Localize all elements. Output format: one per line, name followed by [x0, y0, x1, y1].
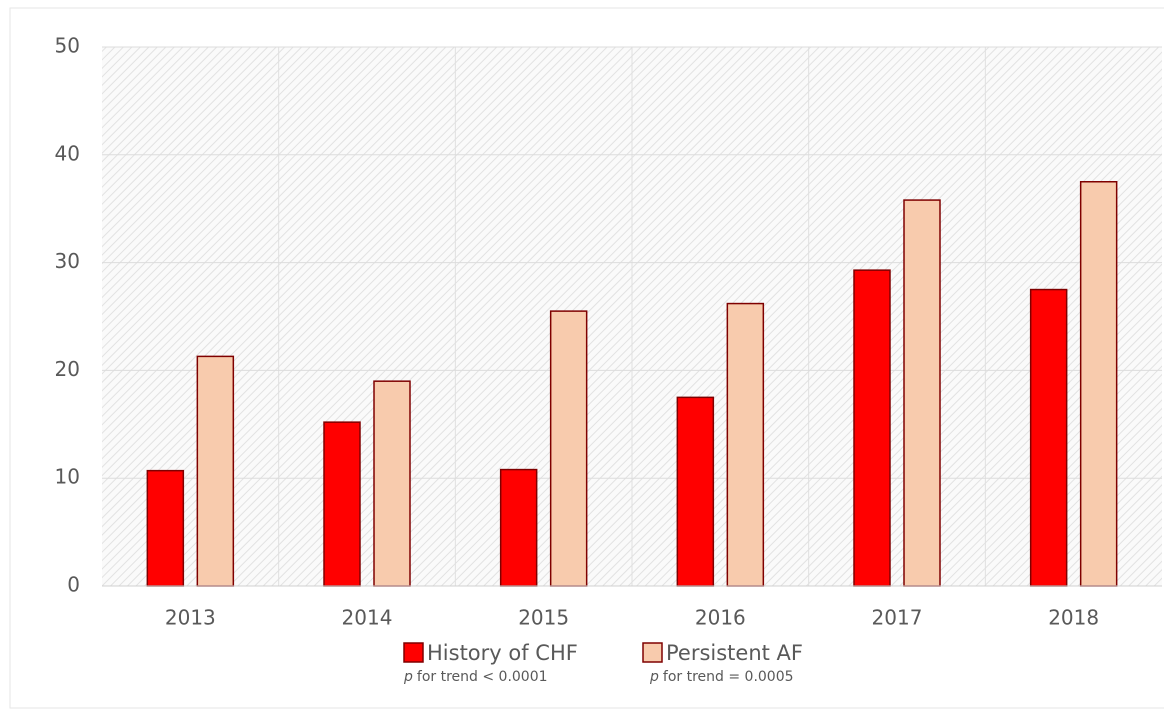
bar [499, 468, 538, 587]
x-tick-label: 2017 [872, 606, 923, 630]
bar [726, 302, 765, 587]
chart-border [9, 7, 1164, 709]
x-tick-label: 2013 [165, 606, 216, 630]
legend-label: Persistent AF [666, 641, 803, 665]
bar [903, 199, 941, 587]
legend-swatch [642, 642, 663, 663]
bar [1029, 288, 1068, 587]
y-tick-label: 10 [55, 465, 80, 489]
y-tick-label: 30 [55, 249, 80, 273]
annotation: p for trend < 0.0001 [403, 669, 548, 685]
annotation-text: for trend < 0.0001 [417, 669, 548, 685]
bar [853, 269, 891, 587]
legend-swatch [403, 642, 424, 663]
bar [323, 421, 361, 587]
x-tick-label: 2015 [518, 606, 569, 630]
annotation-italic: p [403, 669, 413, 685]
bar [373, 380, 411, 587]
bar [676, 396, 715, 587]
y-tick-label: 50 [55, 34, 80, 58]
bar [146, 469, 185, 587]
bar [1079, 181, 1118, 587]
x-tick-label: 2014 [342, 606, 393, 630]
bar [196, 355, 235, 587]
x-tick-label: 2016 [695, 606, 746, 630]
x-tick-label: 2018 [1048, 606, 1099, 630]
y-tick-label: 0 [67, 573, 80, 597]
legend-label: History of CHF [427, 641, 578, 665]
annotation-italic: p [649, 669, 659, 685]
annotation-text: for trend = 0.0005 [663, 669, 794, 685]
annotation: p for trend = 0.0005 [649, 669, 794, 685]
y-tick-label: 40 [55, 141, 80, 165]
bar [549, 310, 588, 587]
y-tick-label: 20 [55, 357, 80, 381]
